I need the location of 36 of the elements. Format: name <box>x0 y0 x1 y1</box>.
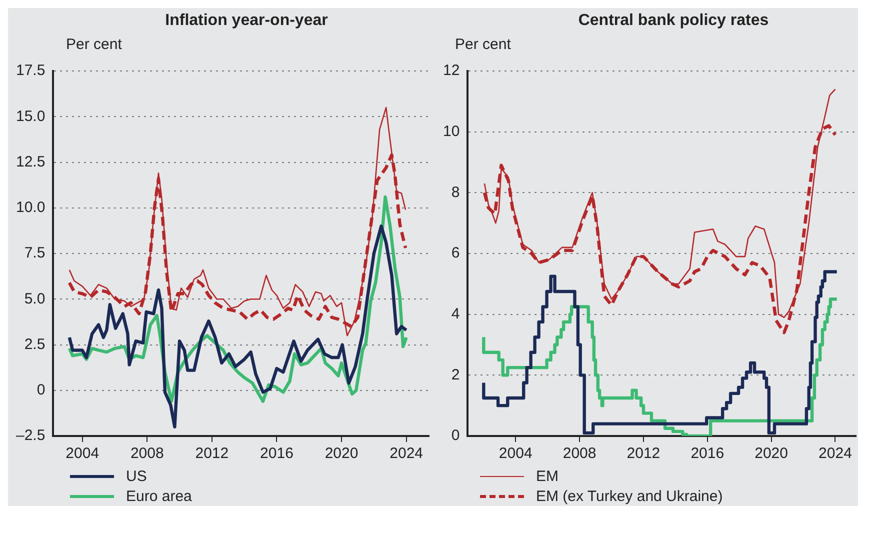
y-tick-label: 2 <box>451 366 460 384</box>
legend-label: Euro area <box>126 488 192 504</box>
y-tick-label: 6 <box>451 244 460 262</box>
y-tick-label: 0 <box>451 427 460 444</box>
chart-title: Inflation year-on-year <box>164 12 329 31</box>
x-tick-label: 2024 <box>390 445 424 462</box>
legend-label: EM <box>536 468 558 484</box>
x-tick-label: 2012 <box>195 445 229 462</box>
x-tick-label: 2008 <box>562 445 596 462</box>
y-tick-label: 4 <box>451 305 460 322</box>
legend-label: US <box>126 468 147 484</box>
y-tick-label: 2.5 <box>24 336 46 353</box>
legend-label: EM (ex Turkey and Ukraine) <box>536 488 723 504</box>
x-tick-label: 2004 <box>498 445 532 462</box>
x-tick-label: 2016 <box>260 445 294 462</box>
x-tick-label: 2008 <box>130 445 164 462</box>
y-tick-label: 5.0 <box>24 290 46 308</box>
x-tick-label: 2004 <box>66 445 100 462</box>
x-tick-label: 2024 <box>818 445 852 462</box>
y-tick-label: 10 <box>442 122 460 140</box>
y-axis-title: Per cent <box>454 36 512 54</box>
y-tick-label: 12.5 <box>16 153 46 170</box>
y-tick-label: 17.5 <box>16 62 46 80</box>
y-axis-title: Per cent <box>65 36 123 54</box>
y-tick-label: 8 <box>451 184 460 201</box>
x-tick-label: 2016 <box>690 445 724 462</box>
x-tick-label: 2012 <box>626 445 660 462</box>
x-tick-label: 2020 <box>754 445 788 462</box>
y-tick-label: 10.0 <box>16 199 46 216</box>
y-tick-label: 7.5 <box>24 244 46 262</box>
chart-title: Central bank policy rates <box>577 12 770 31</box>
y-tick-label: –2.5 <box>16 427 46 444</box>
y-tick-label: 12 <box>442 62 460 80</box>
y-tick-label: 15.0 <box>16 108 46 125</box>
y-tick-label: 0 <box>36 382 46 399</box>
x-tick-label: 2020 <box>324 445 358 462</box>
